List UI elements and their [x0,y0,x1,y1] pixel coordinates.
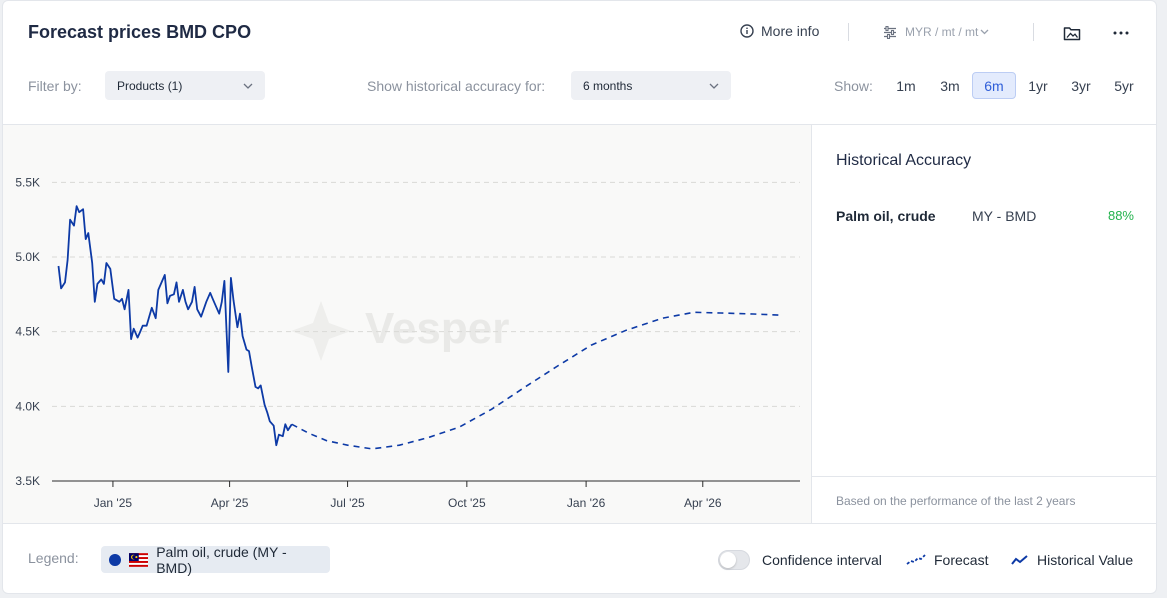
ellipsis-icon [1113,31,1129,35]
show-label: Show: [834,78,873,94]
y-tick-label: 4.5K [15,325,40,339]
legend-series-chip[interactable]: Palm oil, crude (MY - BMD) [101,543,330,576]
legend-forecast-label: Forecast [934,552,989,568]
divider [1033,23,1034,41]
products-value: Products (1) [117,78,183,93]
line-chart-icon [1011,555,1028,565]
products-dropdown[interactable]: Products (1) [105,71,265,100]
more-options-button[interactable] [1109,21,1133,45]
filter-by-label: Filter by: [28,78,82,94]
y-tick-label: 4.0K [15,399,40,413]
toggle-knob [720,552,736,568]
dashed-line-icon [906,554,926,565]
y-tick-label: 5.5K [15,175,40,189]
chevron-down-icon [980,29,989,35]
unit-select[interactable]: MYR / mt / mt [883,25,989,39]
divider [848,23,849,41]
y-tick-label: 3.5K [15,474,40,488]
legend-historical-label: Historical Value [1037,552,1134,568]
range-button-1yr[interactable]: 1yr [1028,77,1048,94]
malaysia-flag-icon [128,552,149,567]
unit-label: MYR / mt / mt [905,25,979,39]
accuracy-label: Show historical accuracy for: [367,78,546,94]
y-tick-label: 5.0K [15,250,40,264]
accuracy-note: Based on the performance of the last 2 y… [836,494,1076,508]
range-button-6m[interactable]: 6m [972,72,1016,99]
info-icon [740,24,754,38]
range-button-3yr[interactable]: 3yr [1071,77,1091,94]
historical-series-line [57,205,293,447]
image-folder-icon [1063,27,1081,41]
x-tick-label: Jan '26 [567,496,606,510]
legend-historical: Historical Value [1011,552,1133,568]
x-tick-label: Oct '25 [448,496,486,510]
more-info-label: More info [761,23,820,39]
x-tick-label: Apr '26 [684,496,722,510]
confidence-interval-toggle[interactable] [718,550,750,570]
range-button-1m[interactable]: 1m [896,77,916,94]
legend-label: Legend: [28,550,79,566]
chevron-down-icon [709,83,719,89]
watermark-text: Vesper [365,304,509,353]
accuracy-period-dropdown[interactable]: 6 months [571,71,731,100]
accuracy-market: MY - BMD [972,208,1037,224]
x-tick-label: Jul '25 [330,496,365,510]
forecast-series-line [291,311,782,450]
range-button-5yr[interactable]: 5yr [1114,77,1134,94]
page-title: Forecast prices BMD CPO [28,22,252,42]
accuracy-title: Historical Accuracy [836,152,972,169]
legend-series-label: Palm oil, crude (MY - BMD) [156,543,287,576]
series-color-dot [109,553,121,566]
accuracy-value: 88% [1107,208,1134,223]
x-tick-label: Apr '25 [211,496,249,510]
watermark-logo [291,301,351,361]
legend-forecast: Forecast [906,552,988,568]
sliders-icon [884,25,896,39]
chevron-down-icon [243,83,253,89]
save-image-button[interactable] [1060,21,1084,45]
divider [812,476,1156,477]
range-button-3m[interactable]: 3m [940,77,960,94]
accuracy-product: Palm oil, crude [836,208,936,224]
chart-panel: Vesper 3.5K 4.0K 4.5K 5.0K 5.5K Jan '25 Apr '25… [3,124,812,524]
price-chart[interactable]: Vesper 3.5K 4.0K 4.5K 5.0K 5.5K Jan '25 Apr '25… [3,125,811,525]
accuracy-period-value: 6 months [583,78,633,93]
more-info-button[interactable]: More info [740,23,819,39]
accuracy-panel: Historical Accuracy Palm oil, crude MY -… [812,124,1156,524]
x-tick-label: Jan '25 [94,496,133,510]
confidence-interval-label: Confidence interval [762,552,882,568]
